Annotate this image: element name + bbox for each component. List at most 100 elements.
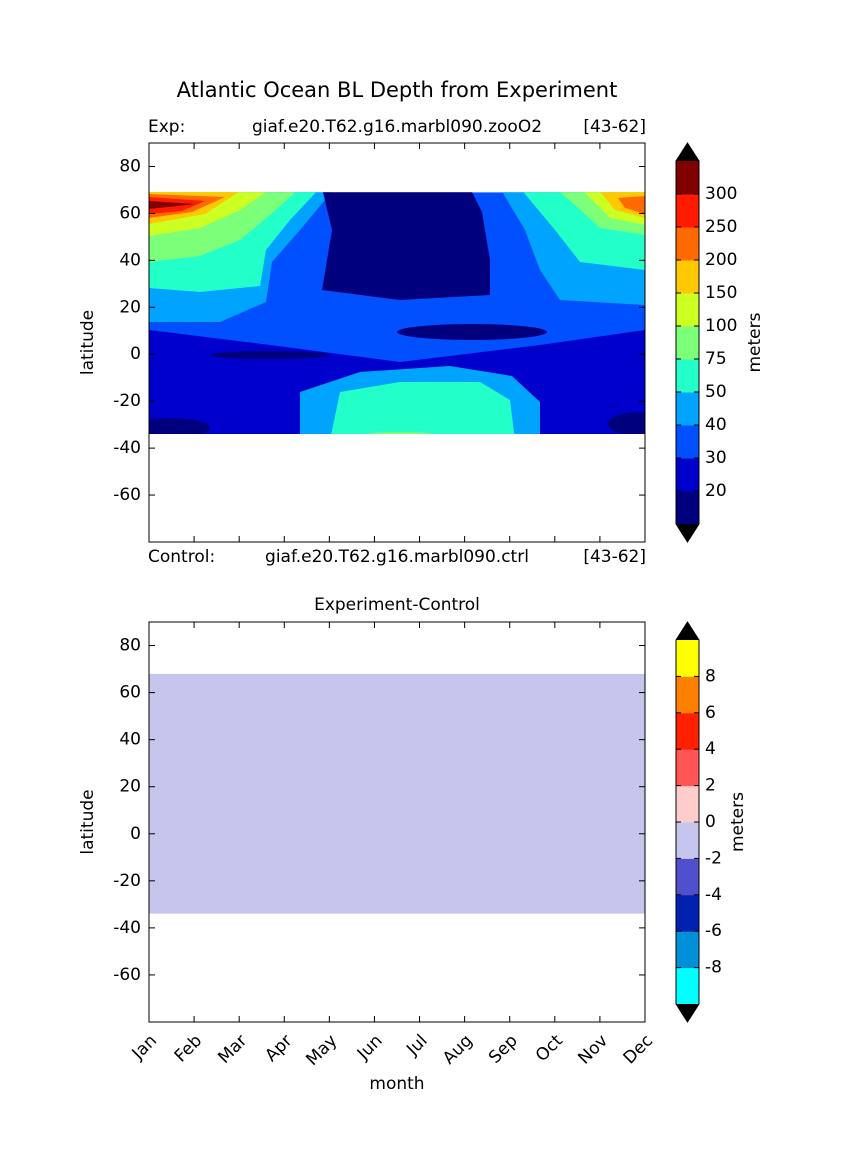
contour-region <box>365 432 435 435</box>
colorbar-frame <box>675 621 700 1023</box>
colorbar-tick-label: 75 <box>705 349 727 369</box>
colorbar-segment <box>676 894 699 932</box>
colorbar-tick-label: 200 <box>705 250 737 270</box>
x-tick-label: Oct <box>532 1031 567 1066</box>
x-tick-label: Aug <box>439 1031 477 1069</box>
colorbar-segment <box>676 425 699 459</box>
colorbar-frame <box>675 142 700 543</box>
colorbar-segment <box>676 260 699 294</box>
colorbar-tick-label: -2 <box>705 848 722 868</box>
caption-left: Control: <box>148 547 215 567</box>
y-tick-label: -40 <box>113 918 141 938</box>
x-axis-label: month <box>369 1074 424 1094</box>
y-tick-label: 20 <box>119 297 141 317</box>
y-tick-label: 40 <box>119 730 141 750</box>
contour-region <box>322 192 490 300</box>
y-tick-label: -20 <box>113 391 141 411</box>
x-tick-label: Dec <box>620 1031 657 1068</box>
colorbar-tick-label: 250 <box>705 217 737 237</box>
contour-region <box>608 412 645 435</box>
figure-title: Atlantic Ocean BL Depth from Experiment <box>177 78 618 102</box>
plot-frame <box>148 142 646 543</box>
colorbar-tick-label: 40 <box>705 415 727 435</box>
y-tick-label: 40 <box>119 250 141 270</box>
y-tick-label: 80 <box>119 636 141 656</box>
x-tick-label: Apr <box>261 1031 296 1066</box>
subtitle-right: [43-62] <box>583 117 646 137</box>
colorbar-segment <box>676 931 699 969</box>
colorbar-tick-label: 0 <box>705 812 716 832</box>
colorbar-segment <box>676 858 699 896</box>
colorbar-segment <box>676 640 699 677</box>
colorbar-segment <box>676 194 699 228</box>
contour-region <box>149 418 210 435</box>
colorbar-segment <box>676 676 699 714</box>
y-tick-label: 0 <box>130 824 141 844</box>
colorbar-segment <box>676 359 699 393</box>
colorbar-segment <box>676 749 699 787</box>
x-tick-label: Sep <box>485 1031 522 1068</box>
colorbar-extend <box>676 524 699 542</box>
colorbar-tick-label: 4 <box>705 739 716 759</box>
contour-field <box>149 192 645 435</box>
x-tick-label: Jul <box>402 1031 431 1060</box>
contour-region <box>331 382 515 435</box>
caption-right: [43-62] <box>583 547 646 567</box>
colorbar-segment <box>676 227 699 261</box>
colorbar-tick-label: 300 <box>705 184 737 204</box>
subtitle-left: Exp: <box>148 117 185 137</box>
colorbar-segment <box>676 712 699 750</box>
contour-region <box>149 201 195 209</box>
colorbar-tick-label: 50 <box>705 382 727 402</box>
subtitle-center: giaf.e20.T62.g16.marbl090.zooO2 <box>252 117 542 137</box>
colorbar-segment <box>676 967 699 1005</box>
colorbar-tick-label: 100 <box>705 316 737 336</box>
x-tick-label: Jan <box>128 1031 161 1064</box>
y-tick-label: 20 <box>119 777 141 797</box>
colorbar-tick-label: 150 <box>705 283 737 303</box>
panel-title: Experiment-Control <box>314 595 480 615</box>
caption-center: giaf.e20.T62.g16.marbl090.ctrl <box>265 547 529 567</box>
colorbar-extend <box>676 622 699 640</box>
colorbar-segment <box>676 822 699 859</box>
colorbar-label: meters <box>728 792 748 852</box>
y-tick-label: -40 <box>113 438 141 458</box>
colorbar-tick-label: 2 <box>705 776 716 796</box>
y-tick-label: -60 <box>113 965 141 985</box>
y-tick-label: -60 <box>113 485 141 505</box>
colorbar-tick-label: 20 <box>705 481 727 501</box>
y-tick-label: -20 <box>113 871 141 891</box>
y-tick-label: 80 <box>119 156 141 176</box>
x-tick-label: Jun <box>353 1031 387 1065</box>
colorbar-tick-label: 30 <box>705 448 727 468</box>
colorbar-segment <box>676 785 699 823</box>
colorbar-segment <box>676 491 699 525</box>
x-tick-label: Mar <box>214 1031 251 1068</box>
colorbar-tick-label: 6 <box>705 703 716 723</box>
colorbar-segment <box>676 161 699 195</box>
y-tick-label: 60 <box>119 683 141 703</box>
contour-region <box>210 351 330 359</box>
colorbar-extend <box>676 143 699 161</box>
x-tick-label: May <box>302 1031 341 1070</box>
y-axis-label: latitude <box>78 789 98 854</box>
x-tick-label: Nov <box>574 1031 612 1069</box>
colorbar-segment <box>676 392 699 426</box>
contour-region <box>397 324 547 340</box>
colorbar-segment <box>676 458 699 492</box>
colorbar-segment <box>676 293 699 327</box>
colorbar-tick-label: -4 <box>705 885 722 905</box>
colorbar-tick-label: -6 <box>705 921 722 941</box>
contour-base <box>149 673 645 914</box>
y-axis-label: latitude <box>78 310 98 375</box>
colorbar-tick-label: 8 <box>705 666 716 686</box>
x-tick-label: Feb <box>171 1031 206 1066</box>
contour-field <box>149 673 645 914</box>
colorbar-tick-label: -8 <box>705 958 722 978</box>
colorbar-extend <box>676 1004 699 1022</box>
plot-frame <box>148 621 646 1023</box>
colorbar-segment <box>676 326 699 360</box>
colorbar-label: meters <box>745 312 765 372</box>
y-tick-label: 60 <box>119 203 141 223</box>
